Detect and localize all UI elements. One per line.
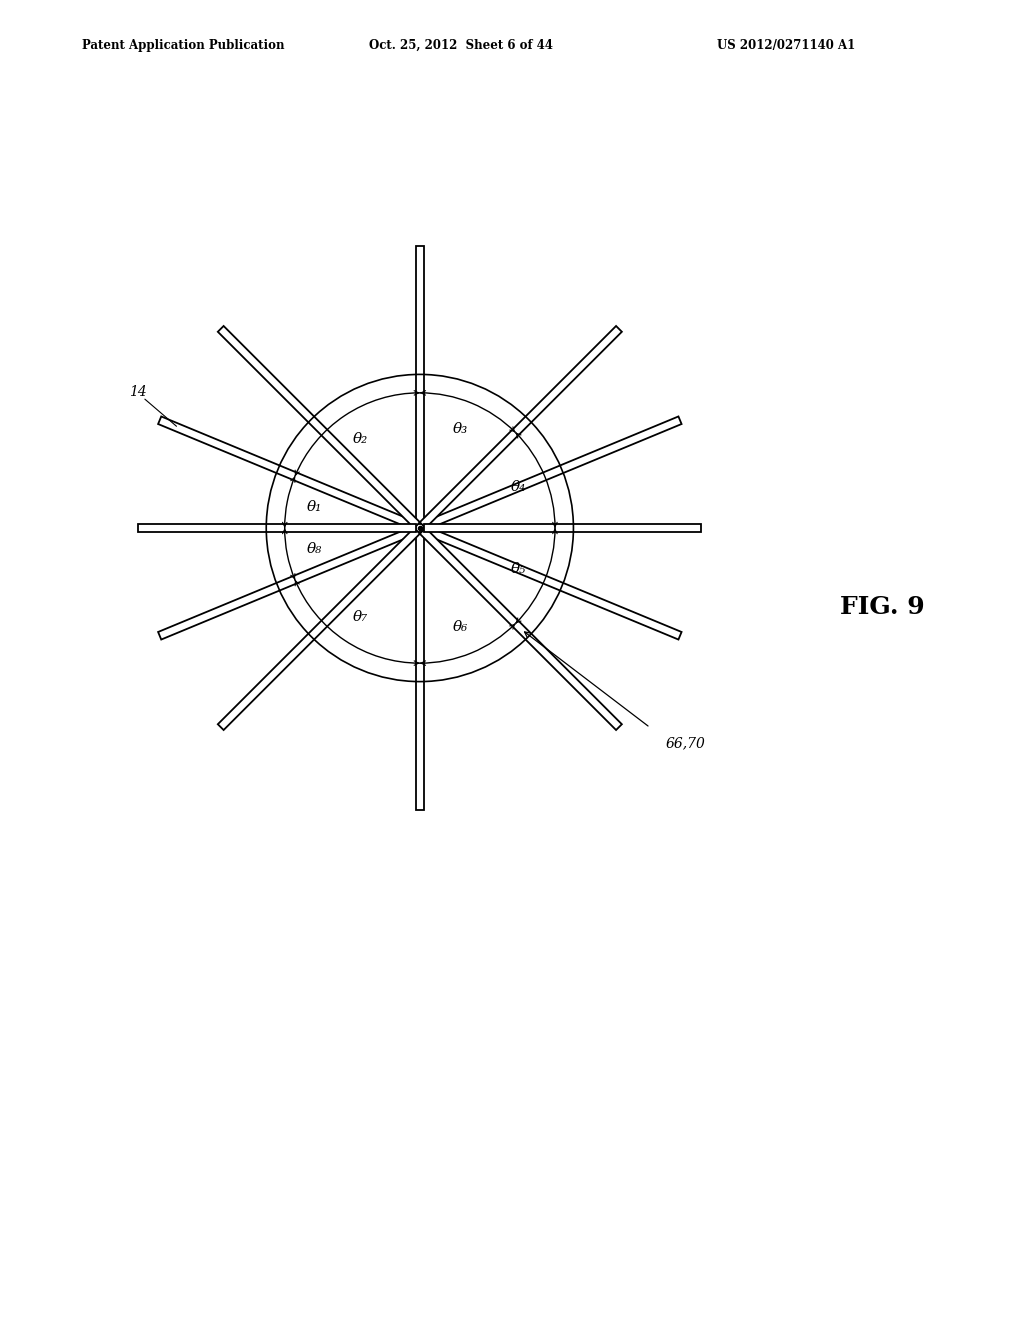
Text: θ₅: θ₅ (511, 562, 526, 576)
Polygon shape (420, 528, 622, 730)
Polygon shape (416, 532, 424, 809)
Polygon shape (158, 525, 418, 640)
Text: FIG. 9: FIG. 9 (840, 595, 925, 619)
Text: Patent Application Publication: Patent Application Publication (82, 38, 285, 51)
Polygon shape (416, 247, 424, 524)
Text: θ₄: θ₄ (511, 480, 526, 494)
Polygon shape (424, 524, 701, 532)
Polygon shape (420, 326, 622, 528)
Text: θ₆: θ₆ (454, 620, 468, 634)
Polygon shape (158, 416, 418, 531)
Polygon shape (138, 524, 416, 532)
Text: θ₇: θ₇ (352, 610, 368, 624)
Text: 66,70: 66,70 (666, 737, 706, 750)
Text: 14: 14 (129, 385, 146, 399)
Polygon shape (422, 416, 682, 531)
Text: Oct. 25, 2012  Sheet 6 of 44: Oct. 25, 2012 Sheet 6 of 44 (369, 38, 553, 51)
Text: θ₈: θ₈ (307, 543, 323, 556)
Polygon shape (218, 326, 420, 528)
Text: θ₂: θ₂ (352, 432, 368, 446)
Text: θ₁: θ₁ (307, 500, 323, 513)
Polygon shape (422, 525, 682, 640)
Text: θ₃: θ₃ (454, 422, 468, 436)
Text: US 2012/0271140 A1: US 2012/0271140 A1 (717, 38, 855, 51)
Polygon shape (218, 528, 420, 730)
